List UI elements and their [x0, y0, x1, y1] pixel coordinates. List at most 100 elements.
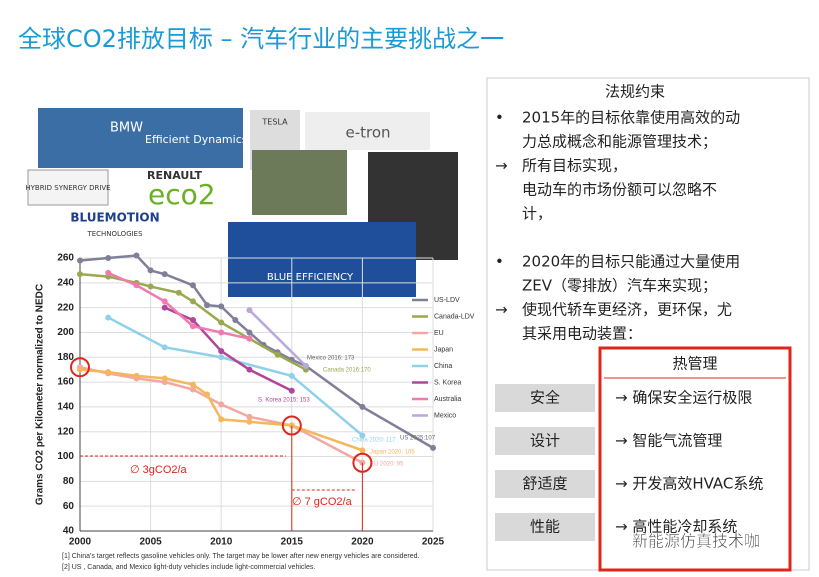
point — [189, 317, 196, 324]
point — [105, 255, 112, 261]
point — [218, 348, 225, 355]
y-tick-label: 80 — [63, 476, 75, 487]
row-label: 设计 — [530, 432, 560, 450]
series-line — [248, 309, 307, 367]
y-tick-label: 100 — [57, 451, 74, 462]
logo: BMW — [110, 121, 143, 136]
bullet-line: 使现代轿车更经济，更环保，尤 — [522, 301, 732, 319]
logo: TECHNOLOGIES — [86, 230, 143, 238]
legend-label: Australia — [434, 396, 461, 403]
point — [189, 323, 196, 330]
point — [175, 289, 182, 296]
y-axis-label: Grams CO2 per Kilometer normalized to NE… — [35, 284, 46, 505]
x-tick-label: 2010 — [210, 537, 233, 548]
point — [204, 391, 211, 398]
point — [189, 381, 196, 388]
point — [232, 317, 239, 324]
point — [105, 314, 112, 321]
point — [189, 298, 196, 305]
point — [246, 366, 253, 373]
bullet-line: 计， — [522, 205, 552, 223]
y-tick-label: 160 — [57, 377, 74, 388]
bullet-marker: • — [495, 253, 504, 271]
y-tick-label: 40 — [63, 526, 75, 537]
row-label-cell — [495, 513, 595, 541]
point — [105, 369, 112, 376]
point — [218, 354, 225, 361]
bullet-line: 其采用电动装置： — [522, 325, 642, 343]
point — [430, 444, 436, 451]
chart: 40 60 80 100 120 140 160 180 200 220 240 260 2000 200… — [35, 252, 475, 571]
logo: e-tron — [345, 124, 390, 142]
point — [133, 252, 140, 259]
annotation: China 2020: 117 — [352, 438, 396, 444]
point — [218, 416, 225, 423]
point — [161, 344, 168, 351]
point — [246, 307, 253, 314]
point — [161, 304, 168, 311]
point — [274, 351, 281, 358]
x-tick-label: 2025 — [422, 537, 445, 548]
annotation: ∅ 7 gCO2/a — [292, 496, 353, 508]
footnote: [2] US , Canada, and Mexico light-duty v… — [62, 564, 315, 571]
row-value: → 开发高效HVAC系统 — [615, 475, 763, 493]
row-label: 舒适度 — [522, 475, 567, 493]
point — [218, 303, 225, 310]
y-tick-label: 60 — [63, 501, 75, 512]
bullet-marker: → — [495, 301, 508, 319]
annotation: S. Korea 2015: 153 — [258, 398, 310, 404]
row-label-cell — [495, 470, 595, 498]
logo: BLUEMOTION — [70, 211, 159, 225]
y-tick-label: 120 — [57, 426, 74, 437]
series-line — [79, 254, 434, 449]
point — [359, 403, 366, 410]
point — [246, 329, 253, 336]
legend-label: Mexico — [434, 412, 456, 419]
legend-label: Canada-LDV — [434, 313, 475, 320]
point — [133, 282, 140, 289]
y-tick-label: 200 — [57, 327, 74, 338]
point — [359, 432, 366, 439]
row-label: 安全 — [530, 389, 560, 407]
x-tick-label: 2005 — [139, 537, 162, 548]
point — [218, 319, 225, 326]
logo: Efficient Dynamics — [145, 133, 248, 146]
bullet-line: ZEV（零排放）汽车来实现； — [522, 277, 717, 295]
series-line — [107, 271, 250, 340]
y-tick-label: 220 — [57, 302, 74, 313]
row-label: 性能 — [530, 518, 560, 536]
row-label-cell — [495, 427, 595, 455]
point — [288, 387, 295, 394]
legend-label: S. Korea — [434, 379, 461, 386]
point — [77, 366, 83, 373]
annotation: Japan 2020: 105 — [370, 450, 415, 456]
x-tick-label: 2015 — [281, 537, 304, 548]
point — [77, 271, 83, 278]
bullet-line: 所有目标实现， — [522, 157, 627, 175]
point — [359, 447, 366, 454]
bullet-line: 电动车的市场份额可以忽略不 — [522, 181, 717, 199]
row-value: → 智能气流管理 — [615, 432, 722, 450]
y-tick-label: 240 — [57, 277, 74, 288]
point — [77, 257, 83, 264]
point — [147, 283, 154, 290]
y-tick-label: 180 — [57, 352, 74, 363]
point — [189, 386, 196, 393]
bullet-line: 2020年的目标只能通过大量使用 — [522, 253, 740, 271]
point — [218, 329, 225, 336]
point — [161, 298, 168, 305]
point — [246, 413, 253, 420]
bullet-marker: → — [495, 157, 508, 175]
row-value: → 高性能冷却系统 — [615, 518, 737, 536]
point — [147, 267, 154, 274]
annotation: US 2025:107 — [400, 436, 436, 442]
point — [105, 269, 112, 276]
annotation: EU 2020: 95 — [370, 462, 404, 468]
row-value: → 确保安全运行极限 — [615, 389, 752, 407]
x-tick-label: 2000 — [69, 537, 92, 548]
highlight-box — [598, 346, 792, 572]
legend-label: US-LDV — [434, 297, 460, 304]
y-tick-label: 260 — [57, 253, 74, 264]
